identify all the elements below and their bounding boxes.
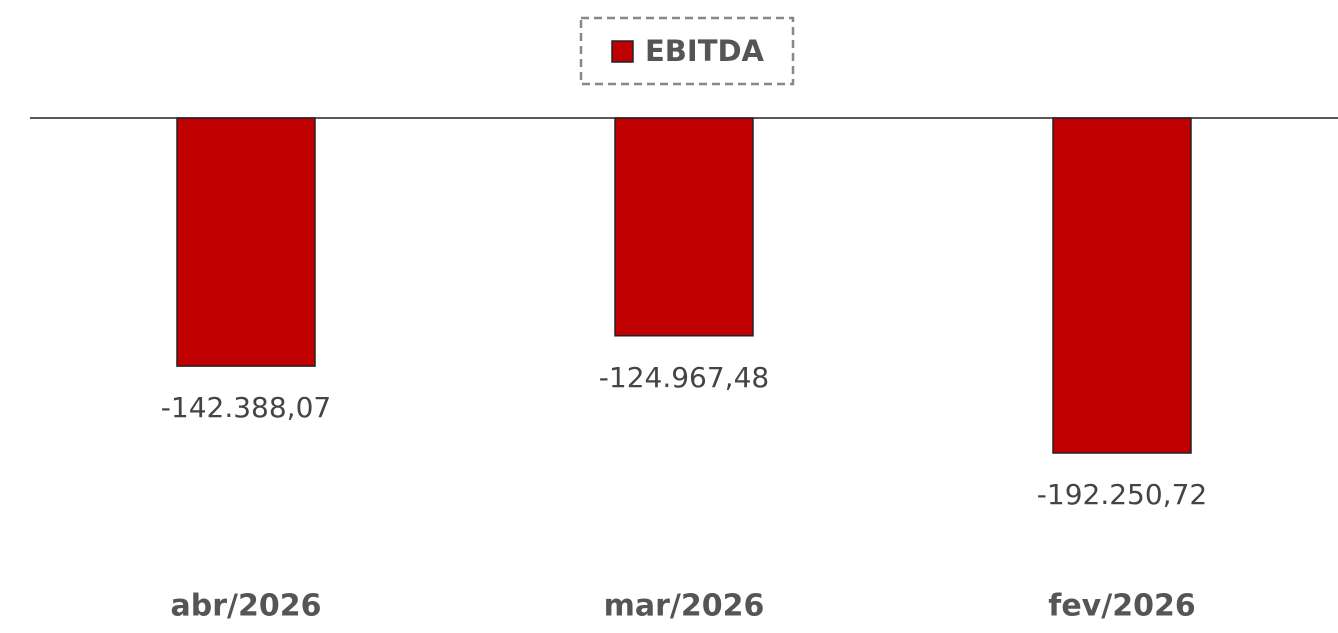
bar [176, 117, 316, 367]
bar [1052, 117, 1192, 454]
x-tick-label: fev/2026 [1048, 589, 1195, 624]
data-label: -142.388,07 [161, 391, 331, 424]
x-tick-label: abr/2026 [171, 589, 322, 624]
data-label: -192.250,72 [1037, 478, 1207, 511]
legend-box [579, 16, 795, 86]
bar [614, 117, 754, 337]
data-label: -124.967,48 [599, 361, 769, 394]
legend-label: EBITDA [645, 34, 765, 68]
x-tick-label: mar/2026 [604, 589, 765, 624]
legend-swatch [611, 40, 634, 63]
